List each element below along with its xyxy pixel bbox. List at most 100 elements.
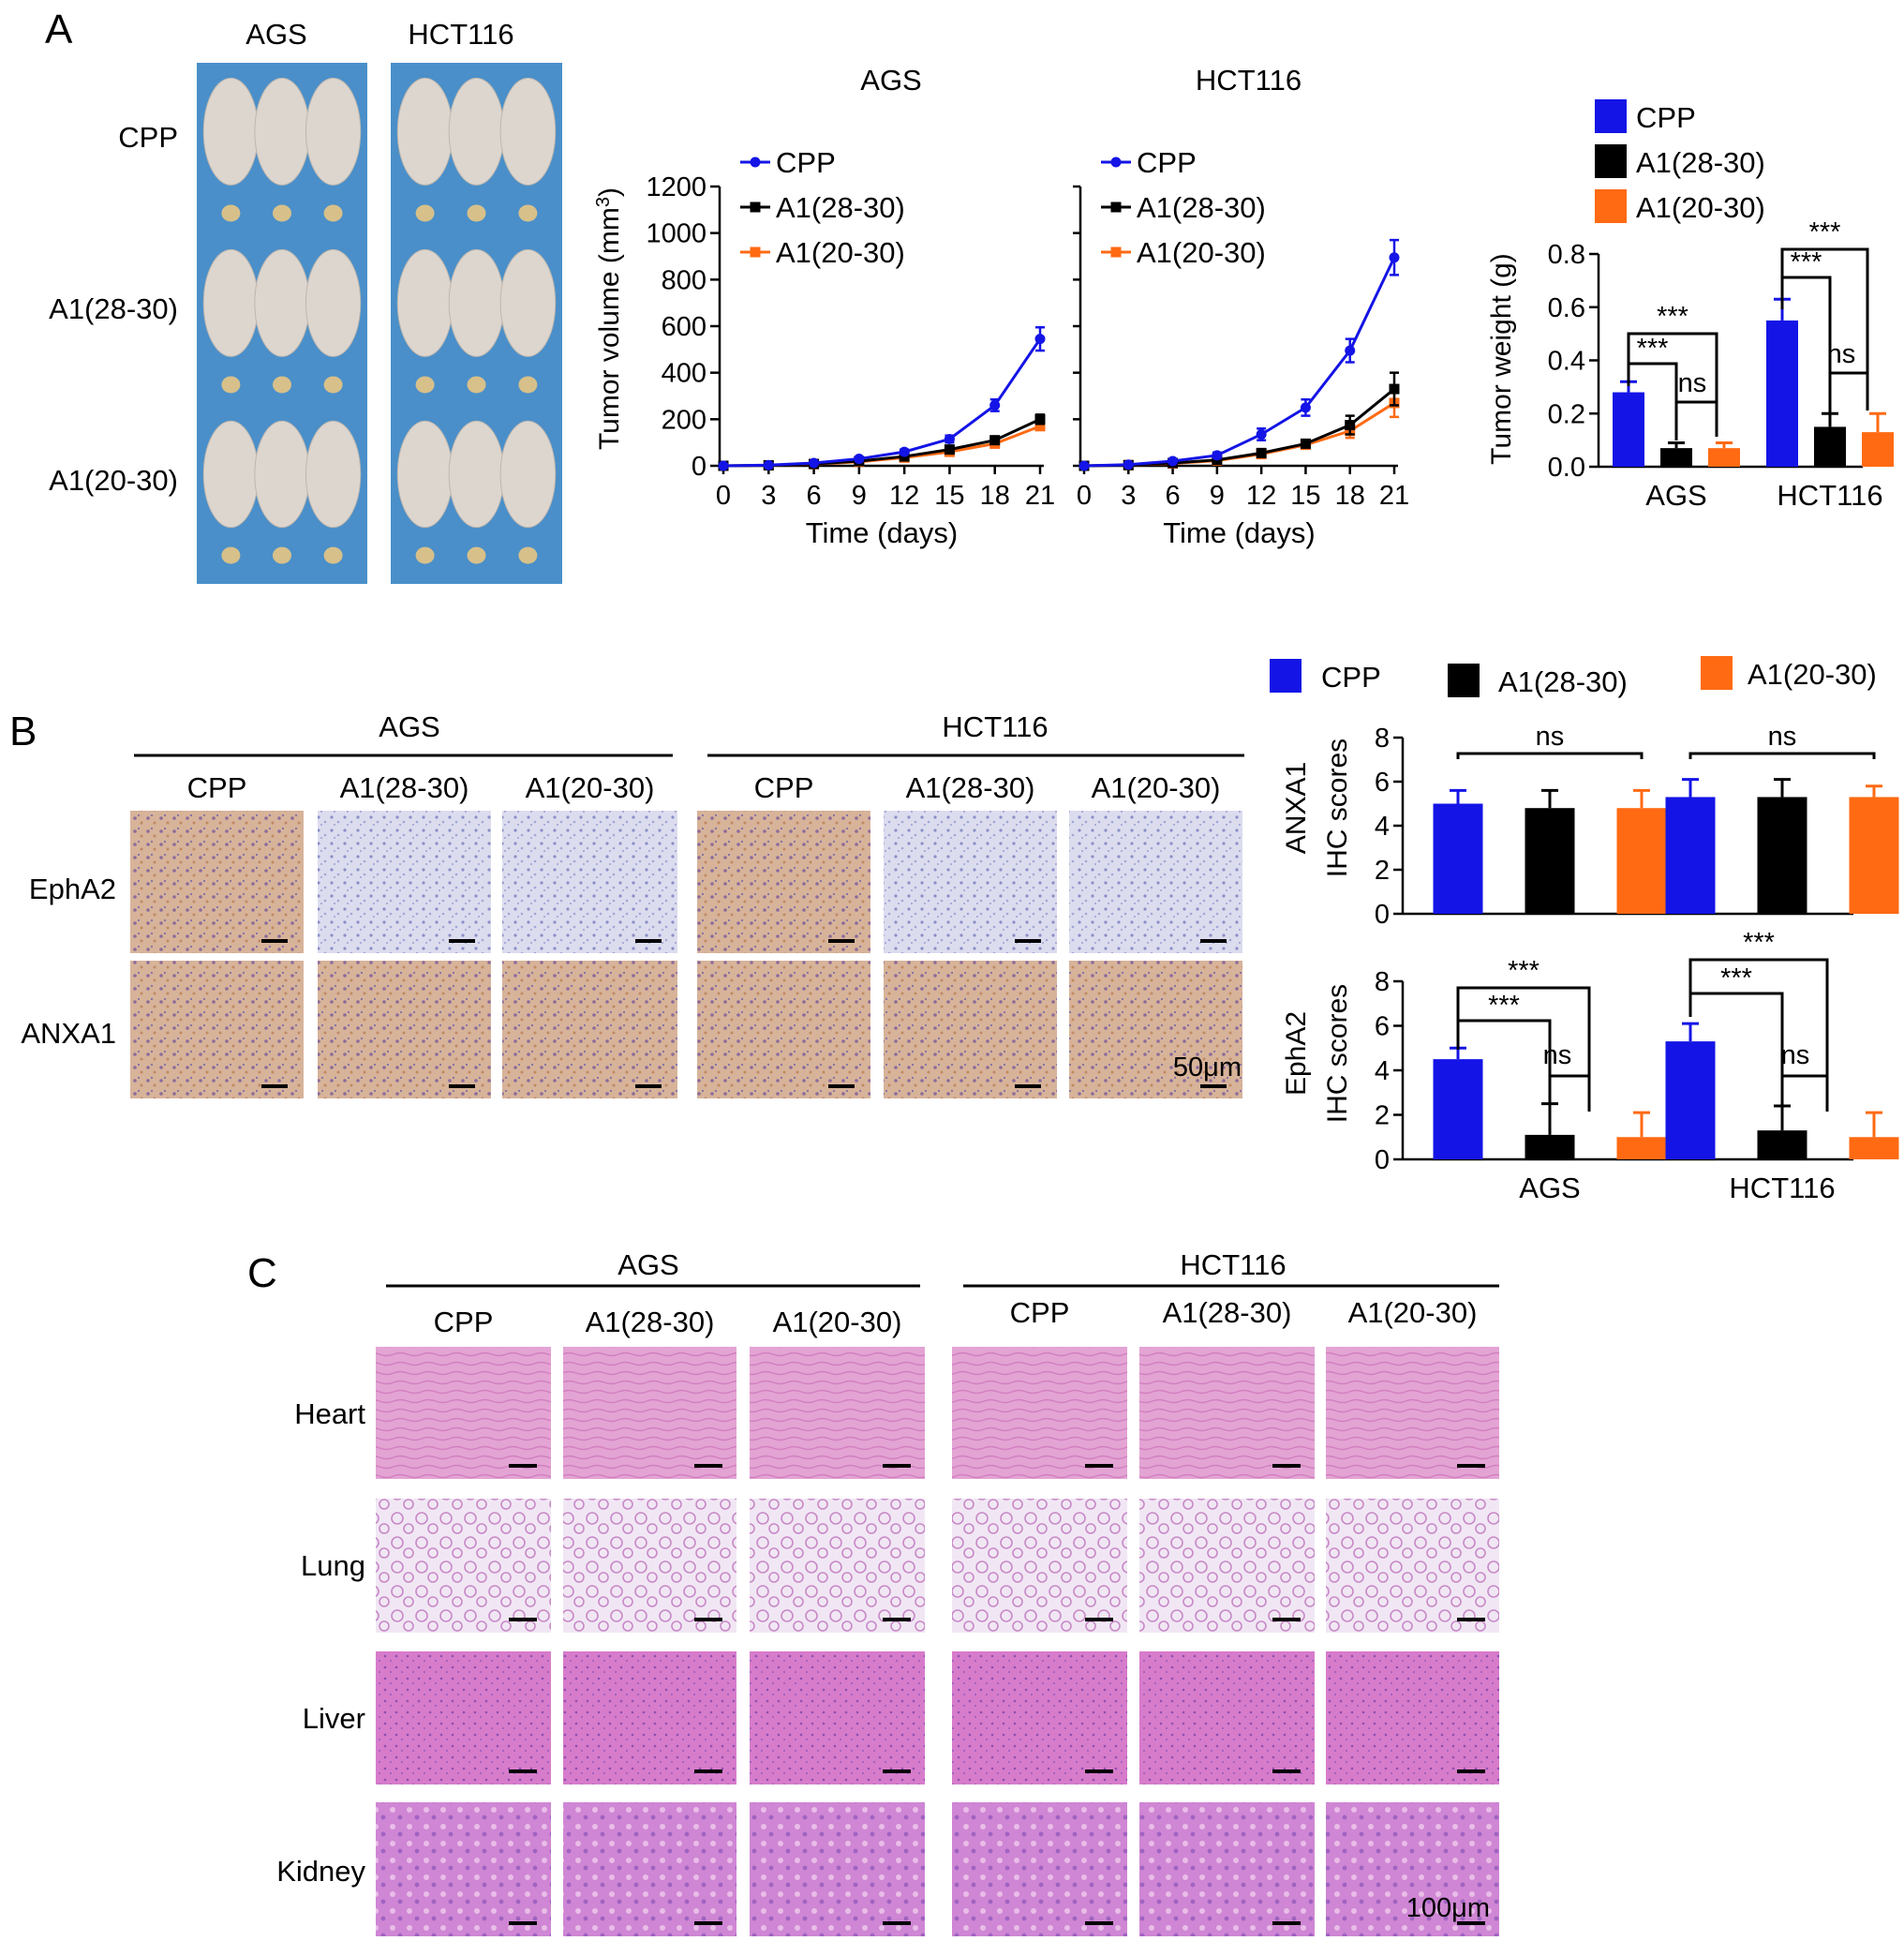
he-row-label: Liver [303, 1702, 365, 1735]
x-axis-label: Time (days) [806, 516, 958, 549]
mouse-body [254, 77, 310, 186]
scale-bar [883, 1921, 911, 1925]
bar [1814, 426, 1846, 467]
panel-label-c: C [247, 1250, 277, 1296]
scale-bar [1085, 1618, 1113, 1621]
data-point [944, 444, 955, 455]
significance-label: *** [1720, 963, 1752, 993]
x-tick-label: HCT116 [1777, 479, 1882, 512]
legend-label: CPP [1636, 101, 1696, 134]
x-tick-label: 0 [1077, 481, 1092, 511]
mice-photo-panel [197, 63, 562, 584]
scale-bar [1200, 1084, 1227, 1088]
he-col-label: A1(20-30) [773, 1306, 902, 1338]
ihc-scale-label: 50μm [1173, 1053, 1242, 1082]
ihc-row-label: ANXA1 [21, 1017, 116, 1050]
y-tick-label: 1200 [646, 172, 707, 202]
scale-bar [883, 1464, 911, 1468]
excised-tumor [323, 546, 343, 564]
y-tick-label: 0.0 [1548, 453, 1585, 483]
x-tick-label: 15 [934, 481, 964, 511]
legend-label: A1(28-30) [1137, 191, 1266, 224]
mouse-body [396, 77, 454, 186]
legend-label: A1(28-30) [1636, 146, 1765, 179]
legend-marker [750, 157, 761, 168]
significance-label: ns [1781, 1040, 1810, 1070]
bar [1862, 432, 1894, 467]
legend-marker [1110, 202, 1122, 213]
data-point [1168, 455, 1179, 467]
legend-marker [750, 246, 761, 258]
he-image [1326, 1651, 1499, 1784]
mouse-body [499, 248, 557, 357]
he-col-label: CPP [1010, 1296, 1070, 1329]
x-tick-label: 0 [716, 481, 731, 511]
scale-bar [694, 1618, 722, 1621]
x-tick-label: 21 [1025, 481, 1055, 511]
he-col-label: A1(28-30) [1163, 1296, 1292, 1329]
he-col-label: CPP [434, 1306, 494, 1338]
y-tick-label: 1000 [646, 219, 707, 249]
significance-bracket [1627, 332, 1718, 437]
y-tick-label: 0.8 [1548, 240, 1585, 270]
excised-tumor [415, 546, 435, 564]
y-axis-label: ANXA1 [1281, 762, 1312, 854]
scale-bar [1272, 1921, 1301, 1925]
scale-bar [694, 1921, 722, 1925]
scale-bar [1015, 939, 1041, 943]
bar [1613, 392, 1644, 467]
legend-label: CPP [1137, 146, 1197, 179]
y-tick-label: 2 [1375, 856, 1390, 886]
significance-label: *** [1508, 956, 1540, 986]
bar [1665, 1041, 1716, 1159]
he-col-label: A1(20-30) [1348, 1296, 1478, 1329]
excised-tumor [518, 546, 538, 564]
x-tick-label: 15 [1290, 481, 1320, 511]
mice-row-label: A1(28-30) [49, 292, 178, 325]
data-point [1034, 413, 1046, 425]
ihc-group-label: HCT116 [942, 710, 1048, 743]
x-tick-label: 9 [1210, 481, 1225, 511]
y-tick-label: 8 [1375, 967, 1390, 997]
data-point [1078, 460, 1090, 471]
x-tick-label: 18 [1335, 481, 1365, 511]
he-image [376, 1802, 551, 1936]
legend-label: A1(28-30) [776, 191, 905, 224]
scale-bar [883, 1618, 911, 1621]
legend-label: A1(20-30) [776, 236, 905, 269]
he-image [952, 1802, 1127, 1936]
mouse-body [202, 248, 260, 357]
bar [1433, 1059, 1483, 1159]
he-image [563, 1499, 736, 1633]
he-image [563, 1347, 736, 1479]
y-axis-label: IHC scores [1322, 739, 1353, 877]
ihc-image [884, 811, 1057, 953]
scale-bar [1457, 1618, 1485, 1621]
legend-swatch [1270, 659, 1302, 693]
legend-label: CPP [776, 146, 836, 179]
data-point [1345, 420, 1356, 431]
x-tick-label: 21 [1379, 481, 1409, 511]
data-point [899, 446, 910, 457]
scale-bar [261, 939, 288, 943]
scale-bar [883, 1769, 911, 1773]
mouse-body [499, 77, 557, 186]
scale-bar [828, 1084, 855, 1088]
significance-bracket [1688, 958, 1829, 1112]
mouse-body [305, 77, 362, 186]
he-image [750, 1651, 925, 1784]
excised-tumor [273, 546, 291, 564]
data-point [1300, 402, 1311, 413]
excised-tumor [415, 204, 435, 222]
y-tick-label: 0 [1375, 1145, 1390, 1175]
data-point [989, 399, 1001, 411]
scale-bar [1272, 1464, 1301, 1468]
ihc-col-label: A1(20-30) [1092, 771, 1221, 804]
mouse-body [202, 420, 260, 529]
data-point [718, 460, 729, 471]
he-image [1139, 1651, 1315, 1784]
y-tick-label: 2 [1375, 1101, 1390, 1131]
mice-row-label: A1(20-30) [49, 464, 178, 497]
excised-tumor [323, 376, 343, 394]
